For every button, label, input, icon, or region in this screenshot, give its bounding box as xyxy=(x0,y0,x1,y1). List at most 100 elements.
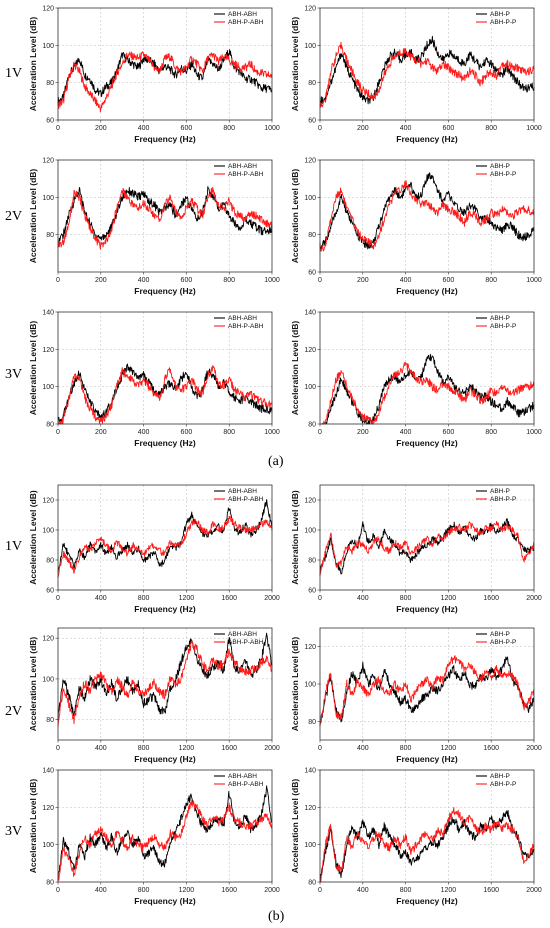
plot-frame xyxy=(319,7,535,121)
x-tick-label: 1200 xyxy=(179,745,195,752)
row-label-a-1V: 1V xyxy=(5,66,22,81)
legend-label: ABH-P xyxy=(490,773,510,780)
series-line-ABH-P-ABH xyxy=(57,640,273,728)
chart-a-3V-left: 0 200 400 600 800 1000 80 100 120 140 ABH-ABHABH-P… xyxy=(28,310,280,449)
x-axis-title: Frequency (Hz) xyxy=(134,604,196,614)
y-tick-label: 100 xyxy=(42,43,54,50)
x-tick-label: 400 xyxy=(95,745,107,752)
legend-label: ABH-ABH xyxy=(228,631,257,638)
legend-label: ABH-P-ABH xyxy=(228,781,264,788)
panel-label-a: (a) xyxy=(268,454,284,469)
x-tick-label: 1200 xyxy=(179,595,195,602)
chart-b-3V-left: 0 400 800 1200 1600 2000 80 100 120 140 ABH-ABHABH… xyxy=(28,768,280,907)
chart-a-1V-left: 0 200 400 600 800 1000 60 80 100 120 ABH-ABHABH-P-… xyxy=(28,6,280,145)
x-tick-label: 0 xyxy=(56,429,60,436)
y-tick-label: 120 xyxy=(42,636,54,643)
y-tick-label: 60 xyxy=(308,118,316,125)
y-tick-label: 120 xyxy=(42,158,54,165)
x-tick-label: 1000 xyxy=(264,429,280,436)
plot-frame xyxy=(57,7,273,121)
y-axis-title: Acceleration Level (dB) xyxy=(28,490,38,585)
y-axis-title: Acceleration Level (dB) xyxy=(290,17,300,112)
x-tick-label: 0 xyxy=(318,745,322,752)
y-axis-title: Acceleration Level (dB) xyxy=(28,321,38,416)
x-tick-label: 1600 xyxy=(483,887,499,894)
x-tick-label: 200 xyxy=(357,277,369,284)
x-tick-label: 0 xyxy=(318,429,322,436)
x-tick-label: 200 xyxy=(357,125,369,132)
x-tick-label: 400 xyxy=(400,125,412,132)
x-axis-title: Frequency (Hz) xyxy=(134,134,196,144)
chart-b-3V-right: 0 400 800 1200 1600 2000 80 100 120 140 ABH-PABH-P… xyxy=(290,768,542,907)
x-axis-title: Frequency (Hz) xyxy=(396,286,458,296)
legend-label: ABH-P-ABH xyxy=(228,19,264,26)
series-line-ABH-ABH xyxy=(57,49,273,106)
y-tick-label: 140 xyxy=(304,768,316,775)
x-tick-label: 200 xyxy=(95,429,107,436)
x-tick-label: 400 xyxy=(400,277,412,284)
y-tick-label: 80 xyxy=(46,880,54,887)
y-tick-label: 120 xyxy=(304,644,316,651)
x-tick-label: 1200 xyxy=(441,595,457,602)
x-tick-label: 800 xyxy=(223,277,235,284)
y-tick-label: 80 xyxy=(308,719,316,726)
y-tick-label: 120 xyxy=(42,347,54,354)
series-line-ABH-P-P xyxy=(319,655,535,727)
y-tick-label: 100 xyxy=(304,528,316,535)
series-line-ABH-ABH xyxy=(57,186,273,247)
y-tick-label: 80 xyxy=(308,558,316,565)
y-tick-label: 100 xyxy=(42,195,54,202)
series-line-ABH-P-P xyxy=(319,179,535,252)
plot-frame xyxy=(57,484,273,591)
chart-a-3V-right: 0 200 400 600 800 1000 80 100 120 140 ABH-PABH-P-P… xyxy=(290,310,542,449)
chart-b-1V-right: 0 400 800 1200 1600 2000 60 80 100 120 ABH-PABH-P-… xyxy=(290,484,542,614)
chart-a-2V-left: 0 200 400 600 800 1000 80 100 120 ABH-ABHABH-P-AB… xyxy=(28,158,280,297)
x-tick-label: 1200 xyxy=(441,887,457,894)
x-tick-label: 800 xyxy=(223,429,235,436)
series-line-ABH-P-ABH xyxy=(57,51,273,113)
x-tick-label: 800 xyxy=(223,125,235,132)
x-tick-label: 400 xyxy=(357,595,369,602)
legend-label: ABH-P-ABH xyxy=(228,171,264,178)
x-tick-label: 800 xyxy=(485,429,497,436)
y-tick-label: 80 xyxy=(308,422,316,429)
y-tick-label: 120 xyxy=(42,805,54,812)
x-tick-label: 0 xyxy=(318,595,322,602)
row-label-a-3V: 3V xyxy=(5,367,22,382)
series-line-ABH-P-P xyxy=(319,520,535,576)
y-tick-label: 80 xyxy=(308,80,316,87)
y-tick-label: 120 xyxy=(42,498,54,505)
plot-frame xyxy=(57,627,273,741)
x-tick-label: 600 xyxy=(181,277,193,284)
y-tick-label: 80 xyxy=(46,422,54,429)
x-tick-label: 600 xyxy=(181,429,193,436)
x-axis-title: Frequency (Hz) xyxy=(396,604,458,614)
y-axis-title: Acceleration Level (dB) xyxy=(28,779,38,874)
x-tick-label: 0 xyxy=(56,277,60,284)
y-axis-title: Acceleration Level (dB) xyxy=(290,637,300,732)
y-tick-label: 100 xyxy=(304,384,316,391)
y-tick-label: 60 xyxy=(308,270,316,277)
series-line-ABH-P-ABH xyxy=(57,365,273,425)
y-tick-label: 100 xyxy=(42,842,54,849)
x-tick-label: 800 xyxy=(485,277,497,284)
y-tick-label: 80 xyxy=(308,880,316,887)
y-tick-label: 100 xyxy=(42,528,54,535)
series-line-ABH-P-P xyxy=(319,807,535,883)
x-tick-label: 600 xyxy=(443,125,455,132)
y-tick-label: 100 xyxy=(304,842,316,849)
legend-label: ABH-ABH xyxy=(228,11,257,18)
legend-label: ABH-ABH xyxy=(228,773,257,780)
x-tick-label: 0 xyxy=(56,745,60,752)
x-axis-title: Frequency (Hz) xyxy=(134,438,196,448)
x-tick-label: 2000 xyxy=(526,595,542,602)
x-tick-label: 1000 xyxy=(526,277,542,284)
legend-label: ABH-P-P xyxy=(490,171,516,178)
series-line-ABH-P xyxy=(319,172,535,250)
legend-label: ABH-P xyxy=(490,631,510,638)
series-line-ABH-P-P xyxy=(319,361,535,425)
x-tick-label: 0 xyxy=(318,887,322,894)
